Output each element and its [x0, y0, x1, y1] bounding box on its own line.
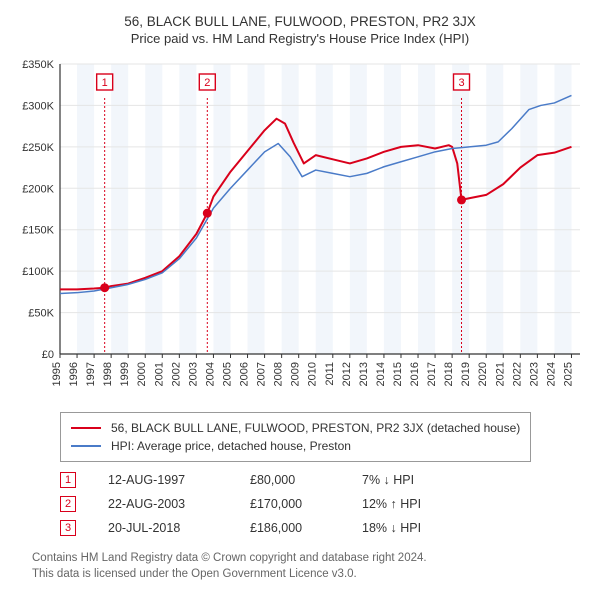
svg-text:2001: 2001	[153, 362, 165, 386]
svg-text:2: 2	[204, 77, 210, 89]
svg-text:£350K: £350K	[22, 59, 54, 71]
svg-text:1998: 1998	[102, 362, 114, 386]
svg-text:2025: 2025	[562, 362, 574, 386]
svg-text:1: 1	[102, 77, 108, 89]
svg-text:2016: 2016	[409, 362, 421, 386]
svg-text:£300K: £300K	[22, 100, 54, 112]
transaction-row: 1 12-AUG-1997 £80,000 7% ↓ HPI	[60, 468, 588, 492]
transaction-date: 20-JUL-2018	[108, 521, 218, 535]
svg-text:£50K: £50K	[28, 308, 54, 320]
legend-swatch	[71, 445, 101, 447]
svg-text:£150K: £150K	[22, 225, 54, 237]
chart-title: 56, BLACK BULL LANE, FULWOOD, PRESTON, P…	[12, 14, 588, 29]
transaction-pct: 7% ↓ HPI	[362, 473, 472, 487]
svg-text:2013: 2013	[358, 362, 370, 386]
transaction-row: 2 22-AUG-2003 £170,000 12% ↑ HPI	[60, 492, 588, 516]
transaction-date: 22-AUG-2003	[108, 497, 218, 511]
chart-subtitle: Price paid vs. HM Land Registry's House …	[12, 31, 588, 46]
footer-line-1: Contains HM Land Registry data © Crown c…	[32, 550, 588, 566]
svg-text:3: 3	[458, 77, 464, 89]
legend-row: HPI: Average price, detached house, Pres…	[71, 437, 520, 455]
legend-row: 56, BLACK BULL LANE, FULWOOD, PRESTON, P…	[71, 419, 520, 437]
svg-text:2000: 2000	[136, 362, 148, 386]
price-chart: £0 £50K £100K £150K £200K £250K £300K £350K 1995…	[12, 54, 588, 404]
transaction-pct: 12% ↑ HPI	[362, 497, 472, 511]
svg-text:2006: 2006	[239, 362, 251, 386]
legend-label: 56, BLACK BULL LANE, FULWOOD, PRESTON, P…	[111, 421, 520, 435]
footer-line-2: This data is licensed under the Open Gov…	[32, 566, 588, 582]
legend: 56, BLACK BULL LANE, FULWOOD, PRESTON, P…	[60, 412, 531, 462]
svg-text:2018: 2018	[443, 362, 455, 386]
footer-attribution: Contains HM Land Registry data © Crown c…	[32, 550, 588, 582]
svg-text:2024: 2024	[545, 362, 557, 386]
svg-text:2019: 2019	[460, 362, 472, 386]
transaction-marker: 2	[60, 496, 76, 512]
transaction-price: £170,000	[250, 497, 330, 511]
chart-svg: £0 £50K £100K £150K £200K £250K £300K £350K 1995…	[12, 54, 588, 404]
svg-text:2020: 2020	[477, 362, 489, 386]
transaction-marker: 1	[60, 472, 76, 488]
transaction-date: 12-AUG-1997	[108, 473, 218, 487]
svg-text:2004: 2004	[204, 362, 216, 386]
transaction-pct: 18% ↓ HPI	[362, 521, 472, 535]
transaction-price: £80,000	[250, 473, 330, 487]
svg-text:2008: 2008	[273, 362, 285, 386]
transaction-row: 3 20-JUL-2018 £186,000 18% ↓ HPI	[60, 516, 588, 540]
svg-text:2011: 2011	[324, 362, 336, 386]
svg-text:2012: 2012	[341, 362, 353, 386]
svg-text:1999: 1999	[119, 362, 131, 386]
svg-text:2014: 2014	[375, 362, 387, 386]
svg-text:1996: 1996	[68, 362, 80, 386]
svg-text:2023: 2023	[528, 362, 540, 386]
legend-swatch	[71, 427, 101, 429]
transactions-table: 1 12-AUG-1997 £80,000 7% ↓ HPI 2 22-AUG-2003 £…	[60, 468, 588, 540]
svg-text:2015: 2015	[392, 362, 404, 386]
svg-text:2022: 2022	[511, 362, 523, 386]
svg-text:2009: 2009	[290, 362, 302, 386]
svg-text:£100K: £100K	[22, 266, 54, 278]
svg-text:2002: 2002	[170, 362, 182, 386]
svg-text:2010: 2010	[307, 362, 319, 386]
svg-text:£0: £0	[42, 349, 54, 361]
svg-text:1997: 1997	[85, 362, 97, 386]
transaction-price: £186,000	[250, 521, 330, 535]
svg-text:2007: 2007	[256, 362, 268, 386]
svg-text:2003: 2003	[187, 362, 199, 386]
legend-label: HPI: Average price, detached house, Pres…	[111, 439, 351, 453]
svg-text:£250K: £250K	[22, 142, 54, 154]
svg-text:1995: 1995	[51, 362, 63, 386]
svg-text:2005: 2005	[221, 362, 233, 386]
svg-text:2017: 2017	[426, 362, 438, 386]
svg-text:2021: 2021	[494, 362, 506, 386]
transaction-marker: 3	[60, 520, 76, 536]
svg-text:£200K: £200K	[22, 183, 54, 195]
